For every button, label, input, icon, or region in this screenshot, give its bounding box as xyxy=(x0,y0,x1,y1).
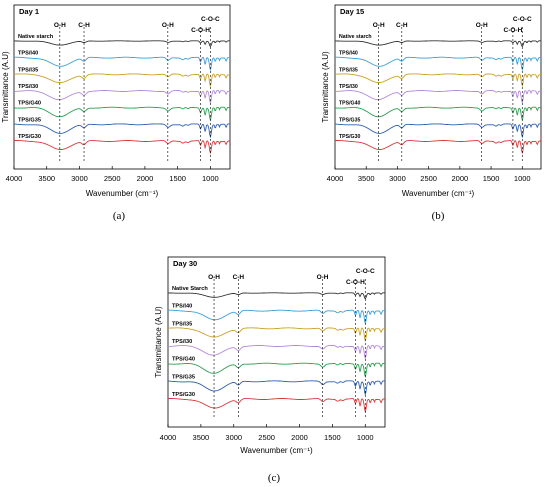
series-label: TPS/G40 xyxy=(172,357,195,363)
x-tick-label: 3500 xyxy=(358,174,375,183)
band-annotation: C-O-H xyxy=(346,279,365,286)
x-tick-label: 3500 xyxy=(38,174,55,183)
spectrum-line xyxy=(334,123,541,139)
series-label: TPS/I40 xyxy=(18,51,38,57)
spectrum-line xyxy=(14,90,231,105)
x-tick-label: 1000 xyxy=(514,174,531,183)
band-annotation: O-H xyxy=(208,274,220,281)
x-tick-label: 2000 xyxy=(452,174,469,183)
x-tick-label: 4000 xyxy=(6,174,23,183)
x-tick-label: 2500 xyxy=(420,174,437,183)
x-tick-label: 4000 xyxy=(160,433,177,442)
spectrum-line xyxy=(335,40,541,48)
series-label: TPS/I30 xyxy=(172,339,192,345)
spectrum-line xyxy=(335,56,542,72)
series-label: TPS/G30 xyxy=(172,392,195,398)
series-label: Native starch xyxy=(18,34,54,40)
caption-a: (a) xyxy=(113,210,126,222)
band-annotation: C-H xyxy=(78,22,90,29)
series-label: Native Starch xyxy=(172,286,208,292)
series-label: TPS/G35 xyxy=(172,374,195,380)
spectrum-line xyxy=(13,123,230,139)
spectrum-line xyxy=(168,362,386,379)
spectrum-line xyxy=(168,309,385,325)
spectrum-line xyxy=(335,90,542,105)
spectrum-line xyxy=(167,380,385,397)
x-tick-label: 4000 xyxy=(327,174,344,183)
chart-title: Day 1 xyxy=(19,7,39,16)
series-label: TPS/G30 xyxy=(18,134,41,140)
series-label: TPS/G40 xyxy=(18,101,41,107)
band-annotation: C-O-H xyxy=(191,27,210,34)
spectrum-line xyxy=(168,398,386,414)
spectrum-line xyxy=(168,345,385,360)
spectrum-line xyxy=(13,106,231,122)
series-label: TPS/G40 xyxy=(339,101,360,107)
series-label: TPS/I30 xyxy=(339,84,358,90)
band-annotation: C-O-C xyxy=(356,268,375,275)
y-axis-label: Transmittance (A.U) xyxy=(321,51,330,123)
band-annotation: O-H xyxy=(373,22,385,29)
plot-frame xyxy=(167,256,386,428)
series-label: TPS/I35 xyxy=(339,67,358,73)
spectrum-line xyxy=(14,40,230,48)
x-tick-label: 1500 xyxy=(169,174,186,183)
plot-frame xyxy=(334,4,542,170)
series-label: TPS/I40 xyxy=(172,304,192,310)
band-annotation: O-H xyxy=(54,22,66,29)
x-tick-label: 3000 xyxy=(389,174,406,183)
x-axis-label: Wavenumber (cm⁻¹) xyxy=(86,189,159,198)
spectrum-line xyxy=(13,140,231,155)
caption-b: (b) xyxy=(432,210,445,222)
series-label: TPS/G30 xyxy=(339,134,360,140)
x-tick-label: 1000 xyxy=(202,174,219,183)
caption-c: (c) xyxy=(268,472,281,484)
chart-1: 4000 3500 3000 2500 2000 1500 1000 Wavenumber (… xyxy=(1,4,231,198)
x-axis-label: Wavenumber (cm⁻¹) xyxy=(240,446,313,455)
series-label: TPS/I35 xyxy=(172,321,192,327)
series-label: TPS/G35 xyxy=(18,117,41,123)
band-annotation: C-H xyxy=(233,274,245,281)
x-tick-label: 1000 xyxy=(357,433,374,442)
plot-frame xyxy=(13,4,231,170)
spectrum-line xyxy=(168,292,385,300)
x-tick-label: 1500 xyxy=(483,174,500,183)
y-axis-label: Transmittance (A.U) xyxy=(1,51,10,123)
chart-2: 4000 3500 3000 2500 2000 1500 1000 Wavenumber (… xyxy=(321,4,542,198)
x-tick-label: 2500 xyxy=(104,174,121,183)
spectrum-line xyxy=(334,73,541,88)
series-label: TPS/I35 xyxy=(18,67,38,73)
series-label: TPS/I40 xyxy=(339,51,358,57)
x-tick-label: 3500 xyxy=(193,433,210,442)
band-annotation: O-H xyxy=(162,22,174,29)
x-tick-label: 3000 xyxy=(225,433,242,442)
x-tick-label: 2000 xyxy=(137,174,154,183)
band-annotation: O-H xyxy=(317,274,329,281)
x-axis-label: Wavenumber (cm⁻¹) xyxy=(402,189,475,198)
x-tick-label: 3000 xyxy=(71,174,88,183)
y-axis-label: Transmittance (A.U) xyxy=(154,306,163,378)
series-label: Native starch xyxy=(339,34,372,40)
spectrum-line xyxy=(167,327,386,343)
spectrum-line xyxy=(13,73,230,88)
series-label: TPS/G35 xyxy=(339,117,360,123)
chart-3: 4000 3500 3000 2500 2000 1500 1000 Wavenumber (… xyxy=(154,256,386,455)
chart-title: Day 30 xyxy=(173,259,197,268)
x-tick-label: 2500 xyxy=(258,433,275,442)
band-annotation: O-H xyxy=(476,22,488,29)
spectrum-line xyxy=(334,140,542,155)
x-tick-label: 1500 xyxy=(324,433,341,442)
band-annotation: C-H xyxy=(396,22,408,29)
x-tick-label: 2000 xyxy=(291,433,308,442)
series-label: TPS/I30 xyxy=(18,84,38,90)
chart-title: Day 15 xyxy=(340,7,364,16)
spectrum-line xyxy=(334,106,542,122)
band-annotation: C-O-C xyxy=(201,16,220,23)
band-annotation: C-O-C xyxy=(513,16,532,23)
band-annotation: C-O-H xyxy=(504,27,523,34)
spectrum-line xyxy=(14,56,231,72)
